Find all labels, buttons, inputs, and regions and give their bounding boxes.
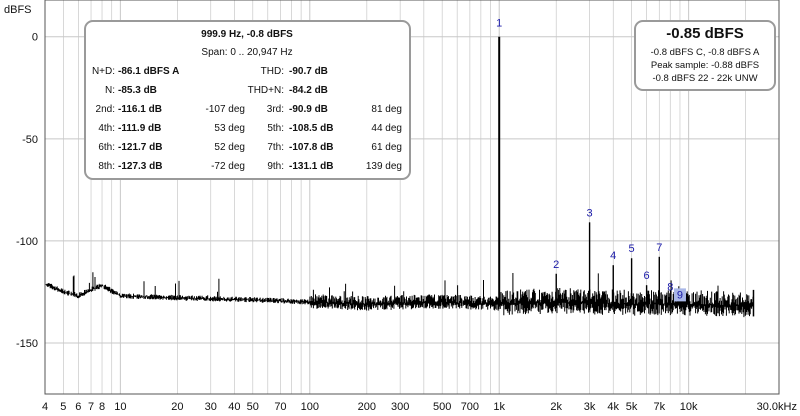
x-tick-label: 7 bbox=[88, 401, 94, 413]
statistics-panel: 999.9 Hz, -0.8 dBFS Span: 0 .. 20,947 Hz… bbox=[84, 20, 411, 180]
x-tick-label: 70 bbox=[274, 401, 286, 413]
stats-header: 999.9 Hz, -0.8 dBFS bbox=[201, 29, 293, 40]
x-tick-label: 2k bbox=[550, 401, 562, 413]
x-axis-ticks: 4 5 6 7 8 10 20 30 40 50 70 100 200 300 500 700 1k 2k 3k 4k… bbox=[42, 401, 797, 413]
x-tick-label: 10k bbox=[680, 401, 698, 413]
harmonic-marker-label: 7 bbox=[656, 242, 662, 254]
harmonic-level: -111.9 dB bbox=[118, 123, 162, 134]
x-tick-label: 10 bbox=[114, 401, 126, 413]
harmonic-marker-label: 8 bbox=[667, 282, 673, 294]
harmonic-marker-label: 1 bbox=[496, 18, 502, 30]
x-tick-label: 300 bbox=[391, 401, 409, 413]
harmonic-label: 8th: bbox=[98, 161, 115, 172]
x-tick-label: 8 bbox=[99, 401, 105, 413]
harmonic-level: -116.1 dB bbox=[118, 104, 162, 115]
harmonic-label: 6th: bbox=[98, 142, 115, 153]
nd-value: -86.1 dBFS A bbox=[118, 66, 180, 77]
n-value: -85.3 dB bbox=[118, 85, 157, 96]
noise-floor bbox=[45, 272, 754, 318]
harmonic-label: 4th: bbox=[98, 123, 115, 134]
x-tick-label: 30.0kHz bbox=[757, 401, 797, 413]
x-tick-label: 4k bbox=[607, 401, 619, 413]
y-axis-ticks: 0 -50 -100 -150 bbox=[16, 32, 38, 350]
harmonic-phase: 139 deg bbox=[365, 161, 402, 172]
weighted-levels: -0.8 dBFS C, -0.8 dBFS A bbox=[650, 47, 760, 58]
x-tick-label: 1k bbox=[493, 401, 505, 413]
harmonic-phase: 81 deg bbox=[371, 104, 402, 115]
x-tick-label: 30 bbox=[205, 401, 217, 413]
plot-frame bbox=[44, 0, 780, 395]
harmonic-level: -108.5 dB bbox=[289, 123, 334, 134]
x-tick-label: 20 bbox=[171, 401, 183, 413]
x-tick-label: 4 bbox=[42, 401, 48, 413]
harmonic-label: 3rd: bbox=[266, 104, 284, 115]
x-tick-label: 5 bbox=[60, 401, 66, 413]
harmonic-label: 9th: bbox=[267, 161, 284, 172]
thdn-label: THD+N: bbox=[247, 85, 284, 96]
y-tick-label: 0 bbox=[32, 32, 38, 44]
harmonic-phase: -107 deg bbox=[205, 104, 245, 115]
harmonic-marker-label: 3 bbox=[587, 207, 593, 219]
harmonic-phase: -72 deg bbox=[211, 161, 245, 172]
x-tick-label: 700 bbox=[461, 401, 479, 413]
thd-label: THD: bbox=[260, 66, 284, 77]
x-tick-label: 5k bbox=[626, 401, 638, 413]
harmonic-phase: 52 deg bbox=[214, 142, 245, 153]
harmonic-marker-label: 6 bbox=[644, 270, 650, 282]
y-tick-label: -150 bbox=[16, 338, 38, 350]
harmonic-phase: 61 deg bbox=[371, 142, 402, 153]
harmonic-phase: 53 deg bbox=[214, 123, 245, 134]
harmonic-marker-label: 5 bbox=[629, 243, 635, 255]
harmonic-level: -121.7 dB bbox=[118, 142, 163, 153]
x-tick-label: 6 bbox=[75, 401, 81, 413]
harmonic-level: -90.9 dB bbox=[289, 104, 328, 115]
harmonic-highlight bbox=[673, 288, 686, 302]
harmonic-label: 2nd: bbox=[95, 104, 115, 115]
harmonic-label: 7th: bbox=[267, 142, 284, 153]
harmonic-label: 5th: bbox=[267, 123, 284, 134]
harmonic-marker-label: 9 bbox=[677, 289, 683, 301]
y-axis-label: dBFS bbox=[4, 4, 32, 16]
harmonic-marker-label: 2 bbox=[553, 259, 559, 271]
harmonic-markers: 1 2 3 4 5 6 7 89 bbox=[496, 18, 686, 302]
harmonic-phase: 44 deg bbox=[371, 123, 402, 134]
x-tick-label: 500 bbox=[433, 401, 451, 413]
y-tick-label: -100 bbox=[16, 236, 38, 248]
x-tick-label: 100 bbox=[301, 401, 319, 413]
harmonic-level: -107.8 dB bbox=[289, 142, 334, 153]
thdn-value: -84.2 dB bbox=[289, 85, 328, 96]
stats-span: Span: 0 .. 20,947 Hz bbox=[201, 47, 293, 58]
spectrum-trace bbox=[45, 36, 755, 318]
n-label: N: bbox=[105, 85, 115, 96]
y-tick-label: -50 bbox=[22, 134, 38, 146]
unweighted-level: -0.8 dBFS 22 - 22k UNW bbox=[652, 73, 758, 84]
x-tick-label: 7k bbox=[653, 401, 665, 413]
x-tick-label: 3k bbox=[584, 401, 596, 413]
nd-label: N+D: bbox=[91, 66, 115, 77]
x-tick-label: 40 bbox=[228, 401, 240, 413]
harmonic-marker-label: 4 bbox=[610, 250, 616, 262]
main-level: -0.85 dBFS bbox=[666, 25, 744, 42]
harmonic-level: -131.1 dB bbox=[289, 161, 334, 172]
x-tick-label: 200 bbox=[358, 401, 376, 413]
harmonic-level: -127.3 dB bbox=[118, 161, 163, 172]
level-readout-panel: -0.85 dBFS -0.8 dBFS C, -0.8 dBFS A Peak… bbox=[634, 20, 776, 91]
peak-sample: Peak sample: -0.88 dBFS bbox=[650, 60, 760, 71]
thd-value: -90.7 dB bbox=[289, 66, 328, 77]
x-tick-label: 50 bbox=[247, 401, 259, 413]
